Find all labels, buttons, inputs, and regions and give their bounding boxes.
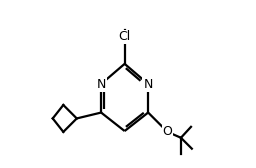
Text: N: N bbox=[97, 77, 106, 91]
Text: N: N bbox=[143, 77, 153, 91]
Text: Cl: Cl bbox=[119, 30, 131, 43]
Text: O: O bbox=[163, 125, 173, 138]
